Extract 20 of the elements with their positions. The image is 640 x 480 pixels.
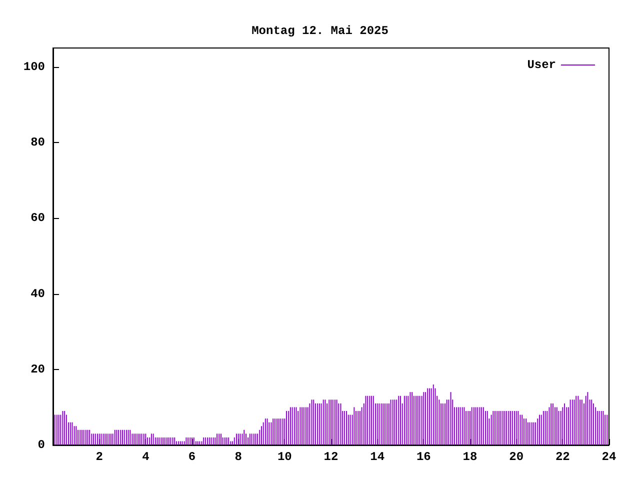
x-tick-label: 16: [416, 450, 431, 464]
x-tick-label: 20: [509, 450, 524, 464]
x-tick-label: 14: [370, 450, 385, 464]
x-tick-label: 22: [555, 450, 570, 464]
legend-label: User: [527, 58, 556, 72]
y-tick-label: 100: [23, 60, 45, 74]
x-tick-label: 8: [234, 450, 242, 464]
y-tick-label: 40: [30, 286, 45, 301]
y-tick-label: 20: [30, 362, 45, 376]
y-tick-label: 60: [30, 211, 45, 226]
y-tick-label: 80: [30, 136, 45, 150]
x-tick-label: 24: [602, 450, 616, 464]
x-tick-label: 12: [324, 450, 338, 464]
x-tick-label: 4: [142, 450, 150, 464]
x-tick-label: 18: [462, 450, 478, 464]
x-tick-label: 6: [188, 450, 196, 464]
y-tick-label: 0: [38, 438, 45, 452]
x-tick-label: 10: [277, 450, 292, 464]
chart-title: Montag 12. Mai 2025: [252, 24, 388, 38]
x-tick-label: 2: [96, 450, 103, 464]
